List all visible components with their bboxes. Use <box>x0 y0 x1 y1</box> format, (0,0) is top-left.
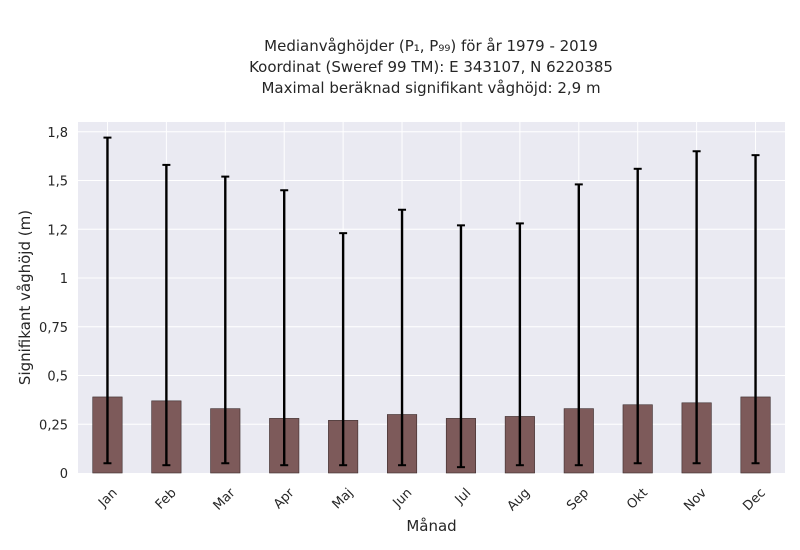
x-tick-label-dec: Dec <box>740 486 768 514</box>
y-tick-label: 0,75 <box>39 321 68 336</box>
x-tick-label-maj: Maj <box>330 486 357 513</box>
y-axis-label: Signifikant våghöjd (m) <box>16 210 34 385</box>
error-bars <box>103 136 760 469</box>
y-tick-label: 1,5 <box>47 175 68 190</box>
errorbar-nov <box>692 150 701 465</box>
errorbar-mar <box>221 175 230 465</box>
x-tick-label-jun: Jun <box>390 486 416 512</box>
errorbar-dec <box>751 154 760 465</box>
title-line-1: Medianvåghöjder (P₁, P₉₉) för år 1979 - … <box>264 37 598 55</box>
x-tick-label-nov: Nov <box>681 485 710 514</box>
title-line-2: Koordinat (Sweref 99 TM): E 343107, N 62… <box>249 58 613 76</box>
y-tick-label: 0,5 <box>47 370 68 385</box>
x-tick-label-jan: Jan <box>95 486 120 511</box>
errorbar-sep <box>574 183 583 467</box>
chart-title: Medianvåghöjder (P₁, P₉₉) för år 1979 - … <box>249 37 613 97</box>
errorbar-apr <box>280 189 289 467</box>
y-tick-label: 1,2 <box>47 223 68 238</box>
errorbar-feb <box>162 163 171 467</box>
x-tick-label-jul: Jul <box>452 486 474 508</box>
errorbar-aug <box>515 222 524 467</box>
y-tick-label: 1,8 <box>47 126 68 141</box>
x-tick-label-feb: Feb <box>153 486 180 513</box>
x-tick-label-mar: Mar <box>211 485 239 513</box>
y-axis-ticks: 0 0,25 0,5 0,75 1 1,2 1,5 1,8 <box>39 126 68 482</box>
errorbar-jan <box>103 136 112 465</box>
errorbar-jun <box>398 208 407 467</box>
errorbar-jul <box>456 224 465 469</box>
errorbar-maj <box>339 232 348 467</box>
y-tick-label: 0,25 <box>39 418 68 433</box>
x-tick-label-sep: Sep <box>564 486 592 514</box>
title-line-3: Maximal beräknad signifikant våghöjd: 2,… <box>261 79 600 97</box>
x-axis-label: Månad <box>406 517 456 535</box>
errorbar-okt <box>633 167 642 465</box>
x-tick-label-okt: Okt <box>624 486 651 513</box>
plot-area <box>78 122 785 473</box>
y-tick-label: 1 <box>60 272 68 287</box>
x-tick-label-apr: Apr <box>271 485 298 512</box>
y-tick-label: 0 <box>60 467 68 482</box>
x-axis-ticks: Jan Feb Mar Apr Maj Jun Jul Aug Sep Okt Nov Dec <box>95 485 769 514</box>
x-tick-label-aug: Aug <box>505 486 534 515</box>
